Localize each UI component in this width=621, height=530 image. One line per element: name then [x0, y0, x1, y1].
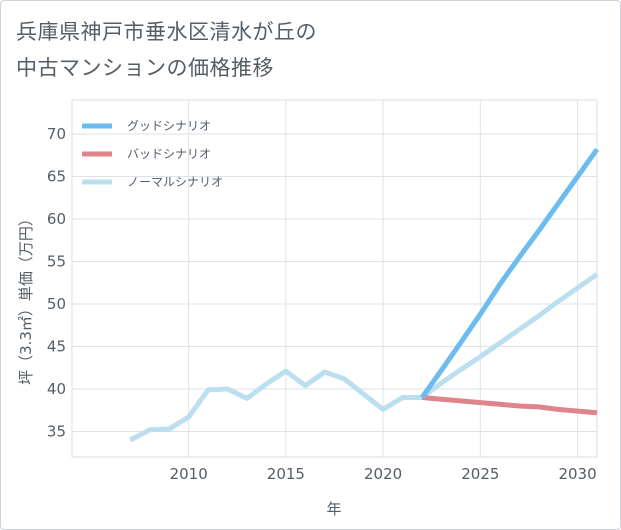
- x-tick-label: 2010: [170, 465, 208, 483]
- series-line-2: [129, 272, 599, 443]
- x-tick-label: 2025: [461, 465, 499, 483]
- y-tick-label: 50: [47, 295, 66, 313]
- y-tick-label: 55: [47, 253, 66, 271]
- series-line-0: [419, 147, 600, 399]
- y-tick-label: 60: [47, 210, 66, 228]
- y-tick-label: 70: [47, 125, 66, 143]
- y-tick-label: 45: [47, 338, 66, 356]
- chart-title: 兵庫県神戸市垂水区清水が丘の 中古マンションの価格推移: [16, 14, 436, 86]
- legend-label-2: ノーマルシナリオ: [127, 175, 223, 189]
- series-line-1: [421, 395, 598, 416]
- chart-title-line-1: 兵庫県神戸市垂水区清水が丘の: [16, 20, 317, 44]
- y-tick-label: 40: [47, 380, 66, 398]
- axis-ticks: 2010 2015 2020 2025 2030 35 40 45 50 55 60 65 70: [47, 125, 597, 483]
- y-axis-title: 坪（3.3㎡）単価（万円）: [17, 211, 35, 385]
- x-tick-label: 2020: [364, 465, 402, 483]
- y-tick-label: 65: [47, 168, 66, 186]
- x-axis-title: 年: [326, 500, 341, 518]
- grid-lines: [72, 100, 597, 457]
- legend-label-1: バッドシナリオ: [127, 147, 211, 161]
- chart-title-line-2: 中古マンションの価格推移: [16, 56, 274, 80]
- y-tick-label: 35: [47, 423, 66, 441]
- legend-label-0: グッドシナリオ: [127, 119, 211, 133]
- x-tick-label: 2015: [267, 465, 305, 483]
- plot-area: [71, 99, 598, 458]
- x-tick-label: 2030: [558, 465, 596, 483]
- series-lines: [129, 147, 600, 443]
